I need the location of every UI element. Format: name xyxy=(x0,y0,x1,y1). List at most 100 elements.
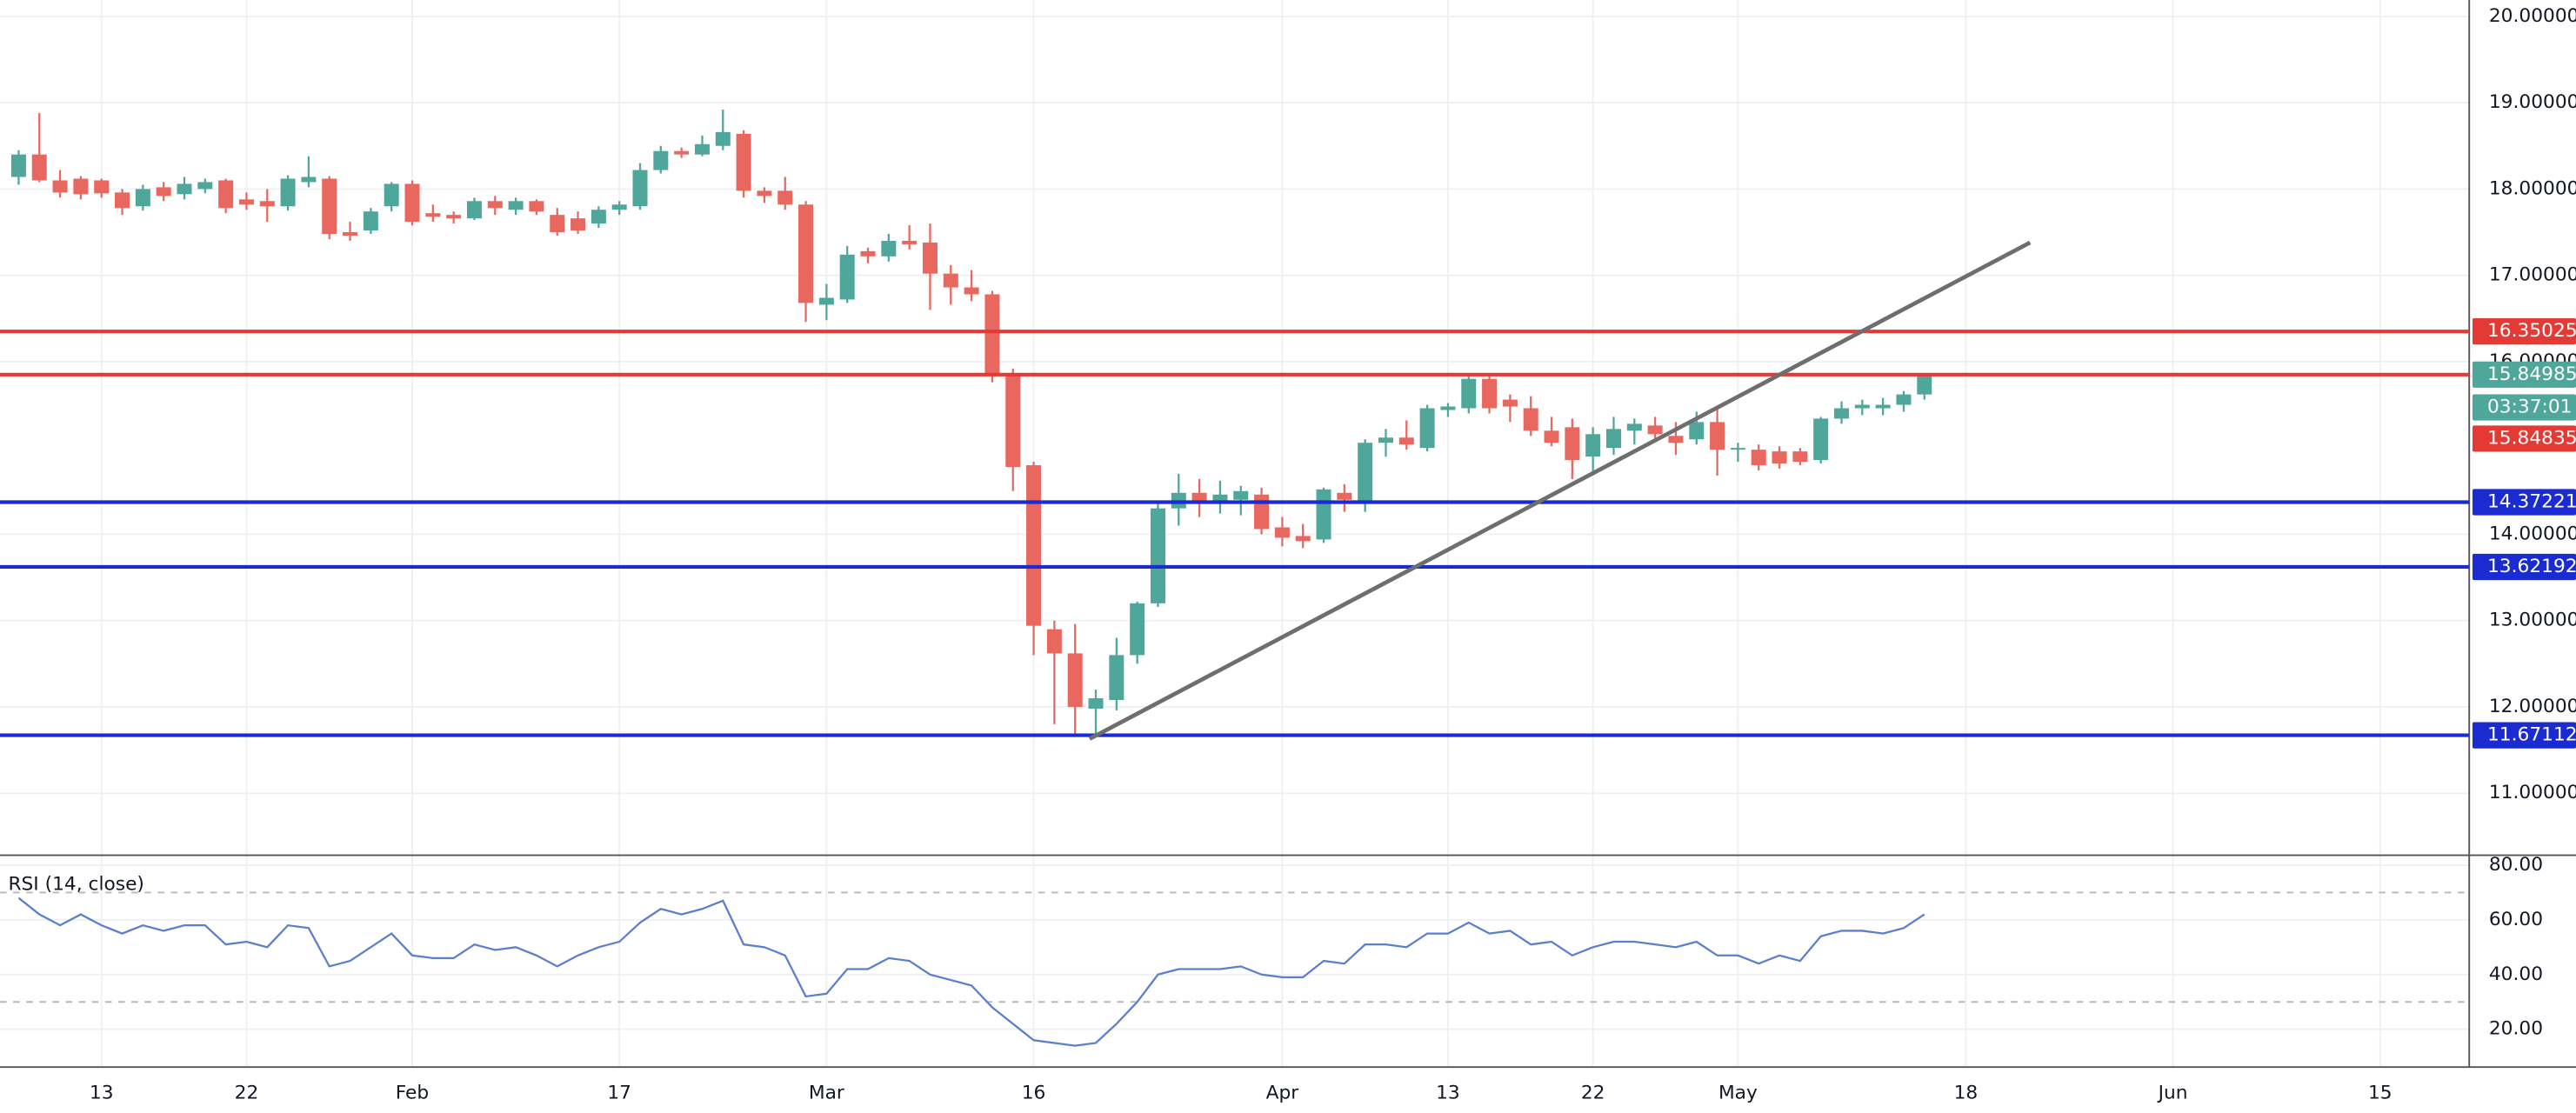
candle-body xyxy=(1026,465,1042,626)
level-tag: 15.84985 xyxy=(2487,363,2576,385)
candle-body xyxy=(73,178,89,195)
candle-body xyxy=(466,201,482,219)
candle-body xyxy=(984,294,1000,374)
candle-body xyxy=(632,170,648,207)
x-tick-label: 13 xyxy=(1436,1082,1460,1103)
candle-body xyxy=(487,201,503,209)
level-tag: 11.67112 xyxy=(2487,724,2576,746)
candle-body xyxy=(1854,404,1870,409)
rsi-line xyxy=(17,896,1925,1047)
candle-body xyxy=(1626,423,1642,431)
candle-body xyxy=(839,254,855,300)
candle-body xyxy=(1212,494,1228,503)
candle-body xyxy=(1544,430,1559,443)
candle-body xyxy=(363,211,378,231)
candle-body xyxy=(591,210,606,224)
x-tick-label: 15 xyxy=(2368,1082,2392,1103)
candle-body xyxy=(404,183,420,223)
price-tag: 15.84835 xyxy=(2487,427,2576,449)
candle-body xyxy=(1647,425,1663,435)
candle-body xyxy=(715,131,731,146)
candle-body xyxy=(1792,451,1808,463)
candle-body xyxy=(1482,378,1498,409)
candle-body xyxy=(1067,653,1083,707)
candle-body xyxy=(818,297,834,305)
candle-body xyxy=(322,178,337,235)
candle-body xyxy=(508,201,524,210)
candle-body xyxy=(1585,434,1601,457)
candle-body xyxy=(736,133,751,191)
x-tick-label: Feb xyxy=(396,1082,429,1103)
candle-body xyxy=(1398,437,1414,445)
candle-body xyxy=(1917,374,1932,395)
candle-body xyxy=(964,287,979,295)
y-tick-label: 20.00000 xyxy=(2489,5,2576,27)
candle-body xyxy=(94,180,110,194)
candle-body xyxy=(881,240,897,257)
candle-body xyxy=(1274,527,1290,538)
countdown-tag: 03:37:01 xyxy=(2487,397,2573,418)
level-tag-bg xyxy=(2472,489,2576,516)
x-tick-label: 13 xyxy=(90,1082,114,1103)
candle-body xyxy=(798,204,814,303)
candle-body xyxy=(1378,437,1393,443)
candle-body xyxy=(301,177,317,183)
candle-body xyxy=(1813,418,1829,461)
candle-body xyxy=(943,273,958,288)
candle-body xyxy=(197,182,213,190)
candle-body xyxy=(1419,408,1435,449)
candle-body xyxy=(1316,489,1331,540)
level-tag: 13.62192 xyxy=(2487,556,2576,577)
candle-body xyxy=(674,150,690,155)
candle-body xyxy=(1833,408,1850,419)
candle-body xyxy=(1358,443,1373,502)
candle-body xyxy=(1461,378,1477,409)
candle-body xyxy=(280,178,296,207)
candle-body xyxy=(425,213,441,217)
candle-body xyxy=(177,183,192,195)
candle-body xyxy=(384,183,399,207)
level-tag-bg xyxy=(2472,361,2576,388)
candle-body xyxy=(1875,404,1891,409)
x-tick-label: Mar xyxy=(809,1082,844,1103)
candle-body xyxy=(1565,427,1580,461)
candle-body xyxy=(860,250,876,257)
candle-body xyxy=(550,215,565,233)
x-tick-label: Apr xyxy=(1266,1082,1299,1103)
trendline xyxy=(1088,240,2032,741)
candle-body xyxy=(694,143,710,155)
candle-body xyxy=(259,201,275,207)
candle-body xyxy=(1751,450,1766,466)
candle-body xyxy=(1523,408,1538,431)
y-tick-label: 17.00000 xyxy=(2489,264,2576,286)
candle-body xyxy=(238,199,254,205)
rsi-tick-label: 20.00 xyxy=(2489,1018,2543,1040)
candle-body xyxy=(922,242,938,274)
y-tick-label: 14.00000 xyxy=(2489,523,2576,544)
candle-body xyxy=(1130,603,1145,656)
x-tick-label: 17 xyxy=(607,1082,631,1103)
candle-body xyxy=(135,189,150,207)
level-tag-bg xyxy=(2472,553,2576,581)
candle-body xyxy=(529,201,544,212)
rsi-tick-label: 80.00 xyxy=(2489,854,2543,876)
candle-body xyxy=(1088,698,1104,709)
candle-body xyxy=(1710,422,1725,450)
candle-body xyxy=(1046,629,1062,654)
candle-body xyxy=(10,154,26,177)
y-tick-label: 19.00000 xyxy=(2489,91,2576,113)
candle-body xyxy=(1191,492,1207,503)
rsi-tick-label: 40.00 xyxy=(2489,963,2543,985)
candle-body xyxy=(1005,373,1021,468)
y-tick-label: 13.00000 xyxy=(2489,610,2576,631)
candle-body xyxy=(446,215,462,219)
x-tick-label: 16 xyxy=(1022,1082,1046,1103)
candle-body xyxy=(902,240,918,244)
candle-body xyxy=(1295,536,1311,542)
x-tick-label: May xyxy=(1718,1082,1758,1103)
candle-body xyxy=(571,218,586,231)
candle-body xyxy=(1150,508,1165,603)
